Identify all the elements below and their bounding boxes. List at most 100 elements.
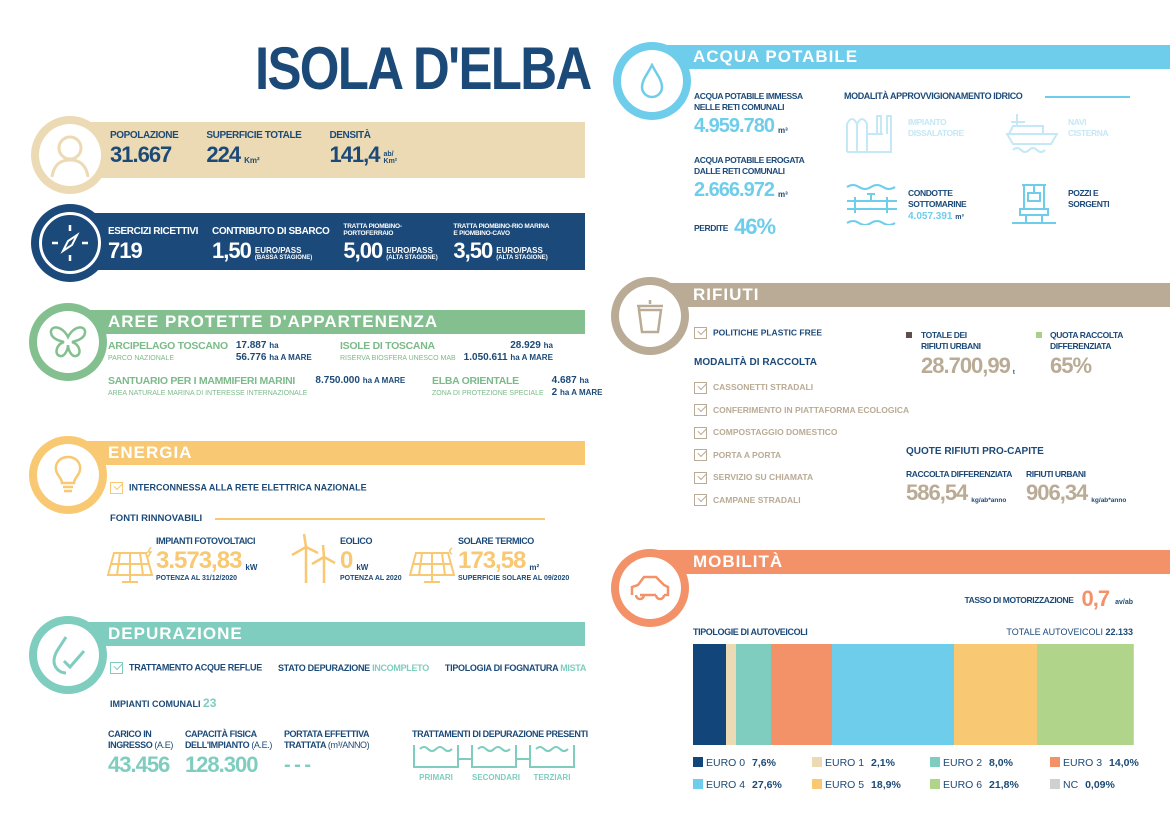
legend-value: 14,0%: [1106, 757, 1139, 769]
raccolta-item: CASSONETTI STRADALI: [694, 376, 909, 399]
portata-l2: TRATTATA: [283, 740, 326, 750]
page-title: ISOLA D'ELBA: [255, 35, 592, 102]
popolazione-value: 31.667: [110, 142, 172, 167]
ru-label: RIFIUTI URBANI: [1026, 469, 1086, 479]
modalita-label: MODALITÀ APPROVVIGIONAMENTO IDRICO: [844, 91, 1023, 101]
turismo-band: [70, 213, 585, 270]
dissalatore-l1: IMPIANTO: [908, 117, 947, 127]
immessa-unit: m³: [777, 126, 788, 136]
legend-label: EURO 0: [706, 757, 746, 769]
legend-swatch: [1050, 757, 1060, 767]
erogata-l2: DALLE RETI COMUNALI: [694, 166, 785, 176]
checkbox-icon: [110, 662, 123, 674]
carico-l1: CARICO IN: [108, 729, 152, 739]
santuario-sub: AREA NATURALE MARINA DI INTERESSE INTERN…: [108, 390, 308, 397]
superficie-unit: Km²: [244, 156, 260, 166]
raccolta-list: CASSONETTI STRADALI CONFERIMENTO IN PIAT…: [694, 376, 909, 511]
impianti-label: IMPIANTI COMUNALI: [110, 699, 201, 709]
carico-value: 43.456: [108, 752, 170, 777]
lightbulb-icon: [29, 436, 107, 514]
isole-v1: 28.929: [510, 340, 541, 351]
tratta1-note: (ALTA STAGIONE): [386, 255, 438, 262]
totale-autoveicoli-value: 22.133: [1105, 627, 1133, 637]
fognatura-label: TIPOLOGIA DI FOGNATURA: [444, 663, 558, 673]
rd-value: 586,54: [906, 480, 968, 505]
legend-label: EURO 4: [706, 779, 746, 791]
divider: [1045, 96, 1130, 98]
tratta1-value: 5,00: [343, 238, 383, 263]
tasso-unit: av/ab: [1115, 599, 1133, 607]
contributo-value: 1,50: [212, 238, 252, 263]
area-elba: ELBA ORIENTALE ZONA DI PROTEZIONE SPECIA…: [432, 375, 603, 398]
legend-item: EURO 2 8,0%: [930, 757, 1013, 769]
ru-value: 906,34: [1026, 480, 1088, 505]
stato-value: INCOMPLETO: [372, 663, 429, 673]
turismo-stats: ESERCIZI RICETTIVI 719 CONTRIBUTO DI SBA…: [108, 222, 553, 262]
legend-value: 2,1%: [868, 757, 895, 769]
portata-l1: PORTATA EFFETTIVA: [283, 729, 370, 739]
perdite-value: 46%: [734, 214, 776, 239]
checkbox-icon: [694, 381, 707, 394]
capacita-unit: (A.E.): [251, 740, 272, 750]
checkbox-icon: [694, 471, 707, 484]
legend-label: EURO 5: [825, 779, 865, 791]
rd-block: RACCOLTA DIFFERENZIATA 586,54 kg/ab*anno: [906, 469, 1012, 504]
eolico-block: EOLICO 0 kW POTENZA AL 2020: [340, 536, 402, 583]
pozzi-l1: POZZI E: [1068, 188, 1099, 198]
area-santuario: SANTUARIO PER I MAMMIFERI MARINI AREA NA…: [108, 375, 405, 397]
demografia-stats: POPOLAZIONE 31.667 SUPERFICIE TOTALE 224…: [110, 130, 404, 166]
carico-l2: INGRESSO: [108, 740, 153, 750]
st-block: SOLARE TERMICO 173,58 m² SUPERFICIE SOLAR…: [458, 536, 569, 583]
quota-legend-swatch: [1036, 332, 1042, 338]
fv-block: IMPIANTI FOTOVOLTAICI 3.573,83 kW POTENZA…: [156, 536, 257, 583]
rd-label: RACCOLTA DIFFERENZIATA: [906, 469, 1012, 479]
totale-l2: RIFIUTI URBANI: [921, 341, 981, 351]
legend-label: NC: [1063, 779, 1079, 791]
isole-name: ISOLE DI TOSCANA: [340, 340, 435, 352]
well-icon: [1012, 184, 1056, 224]
elba-u1: ha: [579, 376, 589, 385]
legend-swatch: [1050, 779, 1060, 789]
tanker-ship-icon: [1005, 114, 1059, 153]
perdite-block: PERDITE 46%: [694, 214, 776, 239]
immessa-l1: ACQUA POTABILE IMMESSA: [694, 91, 803, 101]
legend-item: EURO 5 18,9%: [812, 779, 901, 791]
stato-label: STATO DEPURAZIONE: [277, 663, 370, 673]
raccolta-item: PORTA A PORTA: [694, 444, 909, 467]
fognatura-value: MISTA: [560, 663, 587, 673]
elba-v1: 4.687: [551, 375, 577, 386]
rd-unit: kg/ab*anno: [971, 496, 1007, 504]
st-unit: m²: [529, 563, 540, 573]
pozzi-l2: SORGENTI: [1068, 199, 1110, 209]
checkbox-icon: [694, 426, 707, 439]
contributo-note: (BASSA STAGIONE): [254, 255, 313, 262]
capacita-l2: DELL'IMPIANTO: [184, 740, 250, 750]
tratta1-label: TRATTA PIOMBINO-PORTOFERRAIO: [343, 223, 402, 237]
raccolta-item: COMPOSTAGGIO DOMESTICO: [694, 421, 909, 444]
legend-value: 27,6%: [749, 779, 782, 791]
arcipelago-sub: PARCO NAZIONALE: [108, 355, 174, 362]
tasso-label: TASSO DI MOTORIZZAZIONE: [964, 595, 1074, 605]
immessa-l2: NELLE RETI COMUNALI: [694, 102, 785, 112]
eolico-note: POTENZA AL 2020: [340, 575, 402, 582]
solar-panel-icon: [106, 547, 154, 583]
carico-unit: (A.E): [154, 740, 173, 750]
erogata-unit: m³: [777, 190, 788, 200]
legend-label: EURO 2: [943, 757, 983, 769]
desalination-plant-icon: [846, 115, 892, 153]
legend-swatch: [930, 779, 940, 789]
area-arcipelago: ARCIPELAGO TOSCANO PARCO NAZIONALE 17.88…: [108, 340, 312, 363]
isole-sub: RISERVA BIOSFERA UNESCO MAB: [340, 355, 456, 362]
superficie-label: SUPERFICIE TOTALE: [206, 130, 302, 141]
arcipelago-v1: 17.887: [235, 340, 267, 351]
densita-label: DENSITÀ: [329, 130, 371, 141]
legend-swatch: [812, 757, 822, 767]
water-drop-check-icon: [29, 616, 107, 694]
legend-swatch: [693, 779, 703, 789]
fv-value: 3.573,83: [156, 547, 242, 574]
bar-segment-euro-3: [770, 644, 833, 745]
elba-name: ELBA ORIENTALE: [432, 375, 519, 387]
arcipelago-name: ARCIPELAGO TOSCANO: [108, 340, 228, 352]
undersea-pipeline-icon: [846, 184, 897, 225]
mobilita-header: MOBILITÀ: [655, 550, 1170, 574]
